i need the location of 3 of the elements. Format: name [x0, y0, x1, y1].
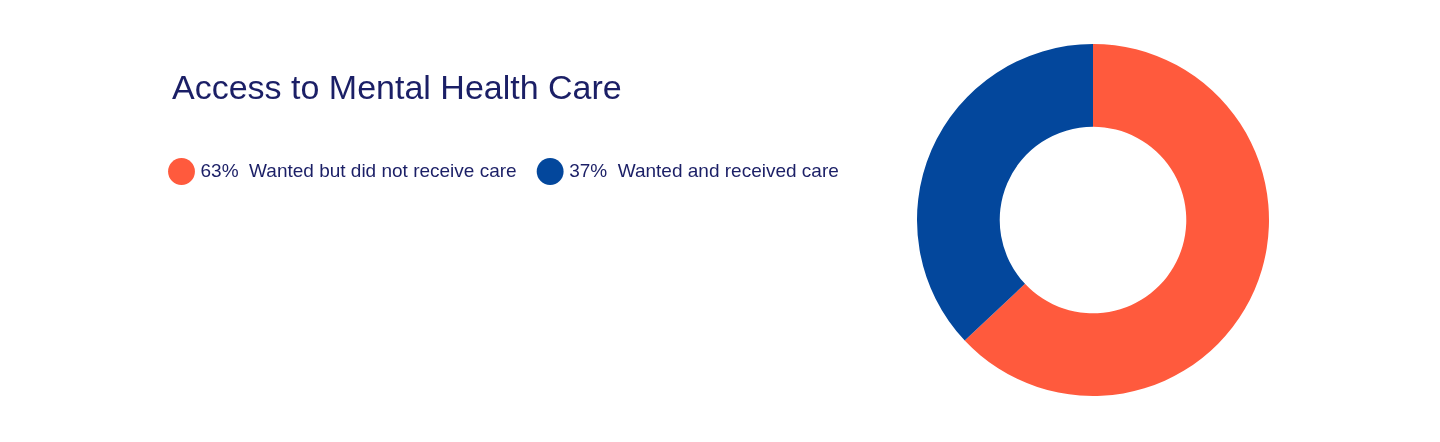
legend-label: 63% Wanted but did not receive care	[200, 159, 517, 181]
legend-label: 37% Wanted and received care	[569, 159, 839, 181]
text: Access to Mental Health Care	[172, 68, 622, 107]
